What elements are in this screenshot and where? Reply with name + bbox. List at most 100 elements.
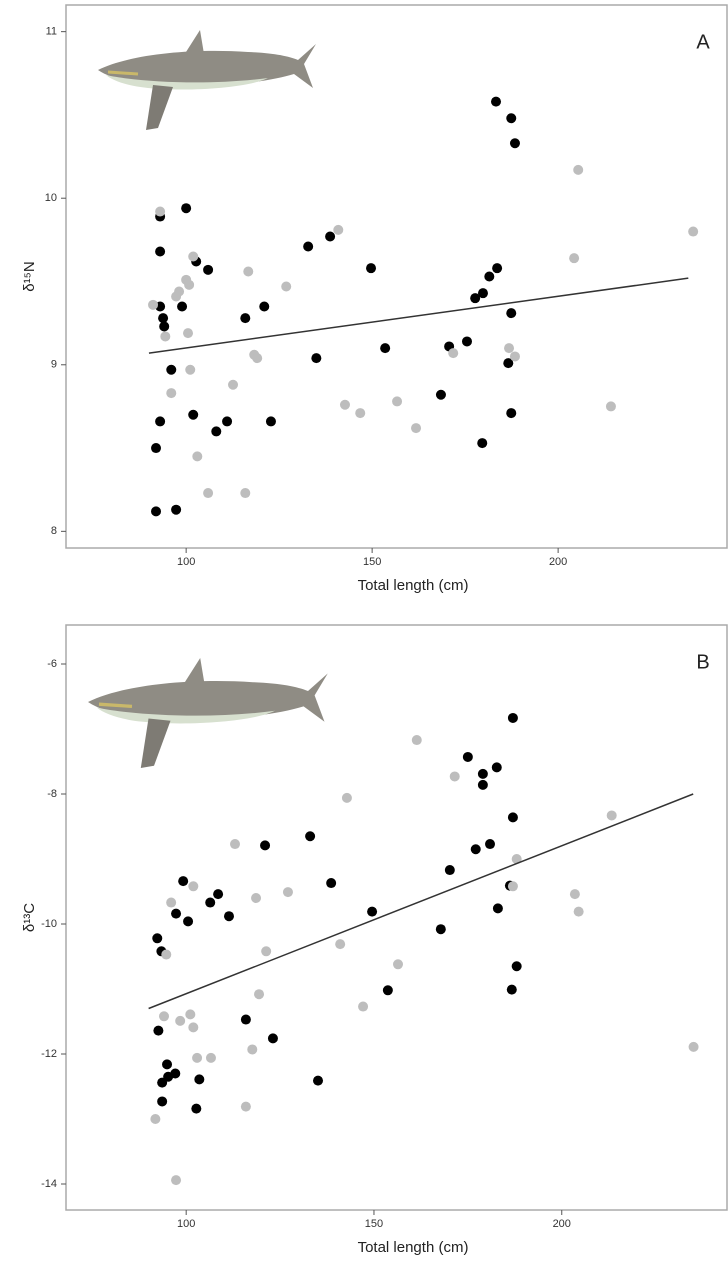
y-axis-label: δ¹⁵N	[21, 261, 38, 291]
x-axis-label: Total length (cm)	[358, 577, 469, 594]
data-point	[166, 388, 177, 399]
data-point	[281, 281, 292, 292]
data-point	[333, 224, 344, 235]
data-point	[228, 379, 239, 390]
data-point	[174, 286, 185, 297]
data-point	[477, 288, 488, 299]
plot-frame	[65, 624, 728, 1211]
data-point	[507, 812, 518, 823]
data-point	[188, 409, 199, 420]
data-point	[326, 878, 337, 889]
data-point	[203, 488, 214, 499]
data-point	[188, 251, 199, 262]
y-tick-label: -10	[41, 918, 57, 930]
data-point	[184, 279, 195, 290]
data-point	[339, 399, 350, 410]
data-point	[205, 897, 216, 908]
shark-illustration	[96, 28, 318, 132]
data-point	[152, 933, 163, 944]
data-point	[259, 301, 270, 312]
data-point	[506, 308, 517, 319]
data-point	[507, 881, 518, 892]
data-point	[203, 264, 214, 275]
data-point	[688, 1041, 699, 1052]
y-tick-label: -14	[41, 1178, 57, 1190]
data-point	[157, 1096, 168, 1107]
data-point	[192, 1052, 203, 1063]
data-point	[335, 939, 346, 950]
data-point	[159, 1011, 170, 1022]
data-point	[509, 138, 520, 149]
data-point	[161, 949, 172, 960]
data-point	[240, 488, 251, 499]
data-point	[171, 1175, 182, 1186]
data-point	[175, 1015, 186, 1026]
data-point	[311, 353, 322, 364]
data-point	[260, 840, 271, 851]
panel-label: B	[696, 651, 709, 673]
data-point	[461, 336, 472, 347]
data-point	[573, 906, 584, 917]
data-point	[185, 1009, 196, 1020]
data-point	[188, 881, 199, 892]
data-point	[605, 401, 616, 412]
shark-illustration	[86, 656, 330, 770]
y-tick-label: -12	[41, 1048, 57, 1060]
data-point	[506, 408, 517, 419]
data-point	[569, 253, 580, 264]
data-point	[240, 313, 251, 324]
data-point	[158, 313, 169, 324]
data-point	[223, 911, 234, 922]
x-tick-label: 200	[549, 556, 567, 568]
data-point	[183, 916, 194, 927]
data-point	[448, 348, 459, 359]
data-point	[148, 299, 159, 310]
y-tick-label: -8	[47, 788, 57, 800]
y-axis-label: δ¹³C	[21, 903, 38, 932]
data-point	[171, 908, 182, 919]
data-point	[504, 343, 515, 354]
data-point	[155, 416, 166, 427]
data-point	[313, 1075, 324, 1086]
data-point	[470, 293, 481, 304]
data-point	[688, 226, 699, 237]
x-tick-label: 150	[365, 1218, 383, 1230]
data-point	[252, 353, 263, 364]
data-point	[606, 810, 617, 821]
data-point	[194, 1074, 205, 1085]
y-tick-label: 9	[51, 359, 57, 371]
data-point	[181, 203, 192, 214]
data-point	[183, 328, 194, 339]
data-point	[247, 1044, 258, 1055]
data-point	[491, 96, 502, 107]
x-tick-label: 100	[177, 1218, 195, 1230]
data-point	[462, 751, 473, 762]
data-point	[511, 961, 522, 972]
data-point	[185, 364, 196, 375]
data-point	[282, 887, 293, 898]
data-point	[178, 876, 189, 887]
data-point	[392, 396, 403, 407]
data-point	[470, 844, 481, 855]
data-point	[366, 263, 377, 274]
trend-line	[148, 277, 689, 354]
trend-line	[148, 793, 694, 1010]
data-point	[230, 839, 241, 850]
data-point	[170, 1068, 181, 1079]
data-point	[177, 301, 188, 312]
data-point	[506, 984, 517, 995]
data-point	[254, 989, 265, 1000]
data-point	[411, 423, 422, 434]
data-point	[449, 771, 460, 782]
data-point	[261, 946, 272, 957]
y-tick-label: 8	[51, 525, 57, 537]
y-tick-label: 10	[45, 192, 57, 204]
data-point	[484, 271, 495, 282]
data-point	[492, 263, 503, 274]
panel-label: A	[696, 31, 710, 53]
data-point	[151, 506, 162, 517]
data-point	[569, 889, 580, 900]
data-point	[303, 241, 314, 252]
data-point	[506, 113, 517, 124]
data-point	[305, 831, 316, 842]
